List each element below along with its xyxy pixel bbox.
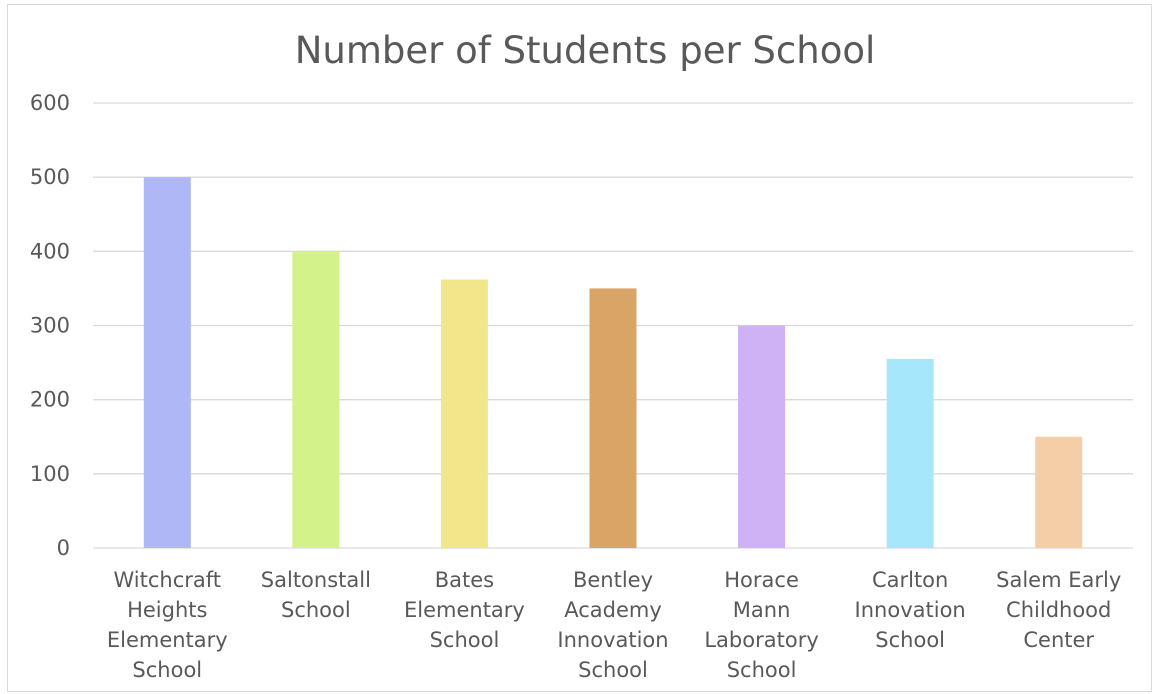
x-category-label-line: School [875,628,945,652]
bars [143,177,1083,549]
chart-frame [7,4,1152,692]
gridlines [93,102,1133,549]
y-tick-label: 500 [30,165,70,189]
x-category-label-line: School [132,658,202,682]
x-category-label-line: Horace [724,568,799,592]
x-category-label-line: School [430,628,500,652]
bar [886,358,934,548]
x-category-label-line: School [578,658,648,682]
x-category-label-line: Heights [127,598,207,622]
x-category-label-line: Innovation [855,598,966,622]
bar [589,288,637,548]
x-category-label-line: Witchcraft [114,568,222,592]
x-category-label: Witchcraft Heights Elementary School [107,568,228,682]
x-category-label-line: Mann [733,598,791,622]
y-tick-label: 200 [30,388,70,412]
x-category-label: Bentley Academy Innovation School [557,568,668,682]
y-tick-label: 100 [30,462,70,486]
y-tick-label: 400 [30,239,70,263]
x-category-label-line: Center [1023,628,1094,652]
y-tick-label: 0 [57,536,70,560]
x-category-label-line: Academy [564,598,662,622]
x-category-label: Horace Mann Laboratory School [704,568,818,682]
x-category-label-line: Saltonstall [261,568,371,592]
bar [143,177,191,548]
x-axis-labels: Witchcraft Heights Elementary SchoolSaltons… [107,568,1121,682]
bar [440,279,488,548]
x-category-label: Saltonstall School [261,568,371,622]
bar [292,251,340,549]
x-category-label-line: Laboratory [704,628,818,652]
bar [1035,436,1083,548]
x-category-label-line: Elementary [107,628,228,652]
x-category-label-line: Innovation [557,628,668,652]
y-tick-label: 300 [30,314,70,338]
x-category-label-line: Carlton [872,568,948,592]
bar [738,325,786,548]
y-axis-ticks: 0 100 200 300 400 500 600 [30,91,70,560]
x-category-label-line: Bates [435,568,494,592]
x-category-label: Carlton Innovation School [855,568,966,652]
x-category-label-line: Salem Early [996,568,1121,592]
y-tick-label: 600 [30,91,70,115]
x-category-label-line: Bentley [573,568,653,592]
x-category-label-line: Elementary [404,598,525,622]
x-category-label-line: School [281,598,351,622]
x-category-label: Salem Early Childhood Center [996,568,1121,652]
x-category-label-line: School [727,658,797,682]
x-category-label-line: Childhood [1006,598,1111,622]
chart-title: Number of Students per School [295,29,876,72]
x-category-label: Bates Elementary School [404,568,525,652]
